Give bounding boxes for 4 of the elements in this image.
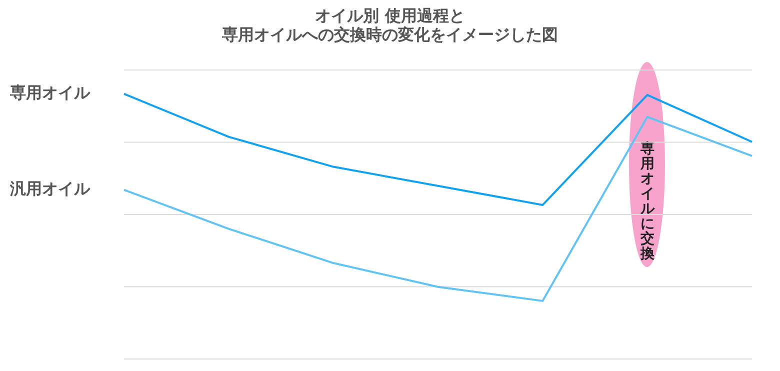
text: 専用オイル [10, 82, 90, 104]
chart-title: オイル別 使用過程と [314, 6, 466, 25]
chart-subtitle: 専用オイルへの交換時の変化をイメージした図 [221, 25, 559, 44]
text: 汎用オイル [10, 178, 90, 200]
